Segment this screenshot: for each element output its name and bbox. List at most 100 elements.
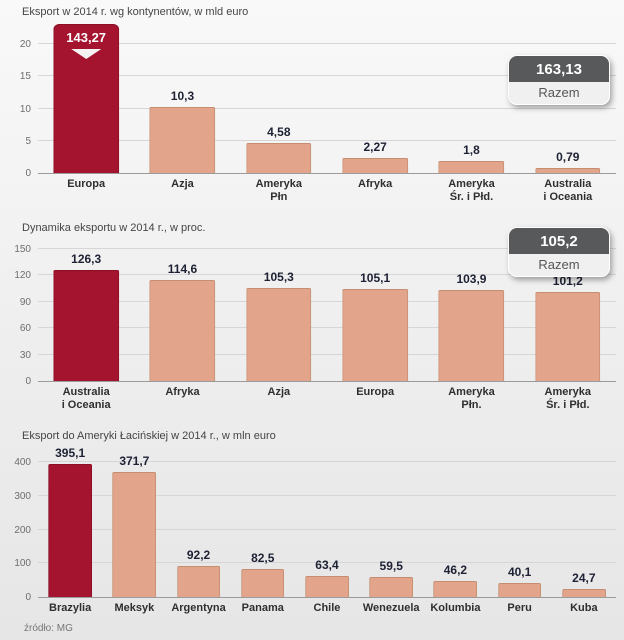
plot-row: 0 30 60 90 120 150 126,3 Australia i Oceania 11… — [8, 244, 616, 411]
gridline — [38, 248, 616, 249]
value-label: 92,2 — [186, 548, 211, 562]
plot-area: 395,1 Brazylia 371,7 Meksyk 92,2 Argentyna 82,… — [38, 446, 616, 614]
total-label: Razem — [509, 82, 609, 104]
x-category-label: Europa — [67, 178, 106, 190]
bar — [246, 143, 312, 173]
y-tick-label: 10 — [19, 103, 31, 115]
bar-highlight — [53, 270, 119, 381]
value-label: 4,58 — [267, 125, 291, 139]
y-tick-label: 90 — [19, 296, 31, 308]
total-label: Razem — [509, 254, 609, 276]
x-category-label: Europa — [356, 386, 395, 398]
y-tick-label: 20 — [19, 39, 31, 50]
plot-area: 126,3 Australia i Oceania 114,6 Afryka 105,3… — [38, 248, 616, 411]
bar — [438, 161, 505, 173]
x-category-label: Afryka — [165, 386, 200, 398]
value-label: 371,7 — [119, 454, 150, 468]
bar-group: 101,2 Ameryka Śr. i Płd. — [520, 249, 616, 411]
bar — [433, 581, 478, 597]
x-category-label: Brazylia — [49, 602, 92, 614]
chart-exports-by-continent: Eksport w 2014 r. wg kontynentów, w mld … — [8, 6, 616, 203]
y-tick-label: 5 — [25, 135, 31, 147]
value-label: 101,2 — [552, 274, 583, 288]
y-tick-label: 60 — [19, 323, 31, 335]
bar — [342, 158, 408, 173]
bar-group: 4,58 Ameryka Płn — [231, 44, 327, 203]
gridline — [38, 43, 616, 44]
bar-group: 1,8 Ameryka Śr. i Płd. — [423, 44, 519, 203]
gridline — [38, 274, 616, 276]
x-category-label: Australia i Oceania — [61, 386, 111, 412]
x-category-label: Ameryka Płn. — [448, 386, 495, 412]
bar — [305, 576, 349, 597]
y-tick-label: 100 — [14, 558, 31, 570]
bar — [535, 168, 601, 173]
plot-row: 0 5 10 15 20 143,27 Europa 10,3 Azja 4,58 Ameryka… — [8, 24, 616, 203]
x-category-label: Kuba — [570, 602, 598, 614]
x-category-label: Azja — [171, 178, 194, 190]
value-label: 114,6 — [167, 262, 198, 276]
chart-title: Eksport w 2014 r. wg kontynentów, w mld … — [22, 6, 249, 18]
bar-group: 103,9 Ameryka Płn. — [423, 249, 519, 411]
x-category-label: Australia i Oceania — [543, 178, 593, 204]
bar-group: 2,27 Afryka — [327, 44, 423, 190]
x-category-label: Argentyna — [171, 602, 226, 614]
chart-title: Eksport do Ameryki Łacińskiej w 2014 r.,… — [22, 430, 276, 442]
bar-group: 114,6 Afryka — [134, 249, 230, 398]
bar — [240, 569, 285, 597]
x-category-label: Wenezuela — [362, 602, 420, 614]
y-axis: 0 100 200 300 400 — [8, 457, 38, 603]
chart-export-dynamics: Dynamika eksportu w 2014 r., w proc. 0 30… — [8, 222, 616, 411]
bar-group: 24,7 Kuba — [552, 462, 616, 614]
plot-row: 0 100 200 300 400 395,1 Brazylia 371,7 Meksyk 92… — [8, 446, 616, 614]
axis-break-notch — [71, 49, 102, 59]
bar — [342, 289, 408, 381]
gridline — [38, 75, 616, 77]
y-tick-label: 200 — [14, 524, 31, 536]
gridline — [38, 494, 616, 496]
y-tick-label: 30 — [19, 349, 31, 361]
gridline — [38, 300, 616, 302]
bar-group: 0,79 Australia i Oceania — [520, 44, 616, 203]
gridline — [38, 327, 616, 329]
bar — [497, 583, 542, 597]
value-label: 59,5 — [379, 559, 403, 573]
gridline — [38, 107, 616, 109]
total-badge: 163,13 Razem — [508, 55, 610, 105]
bar — [369, 577, 414, 597]
value-label: 105,3 — [263, 270, 294, 284]
chart-exports-latin-america: Eksport do Ameryki Łacińskiej w 2014 r.,… — [8, 430, 616, 614]
bar-group: 40,1 Peru — [488, 462, 552, 614]
bar-group: 371,7 Meksyk — [102, 454, 166, 614]
x-category-label: Afryka — [358, 178, 393, 190]
value-label: 82,5 — [251, 551, 275, 565]
value-label: 395,1 — [55, 446, 86, 460]
x-category-label: Panama — [241, 602, 284, 614]
value-label: 10,3 — [170, 89, 195, 103]
bar — [176, 566, 221, 597]
chart-title: Dynamika eksportu w 2014 r., w proc. — [22, 222, 206, 234]
value-label: 126,3 — [71, 252, 102, 266]
y-axis: 0 30 60 90 120 150 — [8, 244, 38, 387]
value-label: 103,9 — [456, 272, 487, 286]
value-label: 1,8 — [463, 143, 480, 157]
source-note: źródło: MG — [24, 623, 73, 634]
gridline — [38, 528, 616, 530]
x-category-label: Ameryka Śr. i Płd. — [448, 178, 495, 204]
value-label: 105,1 — [360, 271, 391, 285]
gridline — [38, 562, 616, 564]
value-label: 143,27 — [66, 30, 107, 45]
total-badge: 105,2 Razem — [508, 227, 610, 277]
bar — [112, 472, 157, 597]
x-category-label: Meksyk — [114, 602, 155, 614]
value-label: 46,2 — [443, 563, 468, 577]
total-value: 105,2 — [509, 228, 609, 254]
bar-highlight: 143,27 — [53, 24, 119, 173]
bar-group: 59,5 Wenezuela — [359, 462, 423, 614]
y-tick-label: 0 — [25, 168, 31, 179]
x-category-label: Azja — [267, 386, 291, 398]
bar-group: 10,3 Azja — [134, 44, 230, 190]
y-tick-label: 400 — [14, 457, 31, 468]
y-tick-label: 300 — [14, 490, 31, 502]
bar — [562, 589, 606, 597]
